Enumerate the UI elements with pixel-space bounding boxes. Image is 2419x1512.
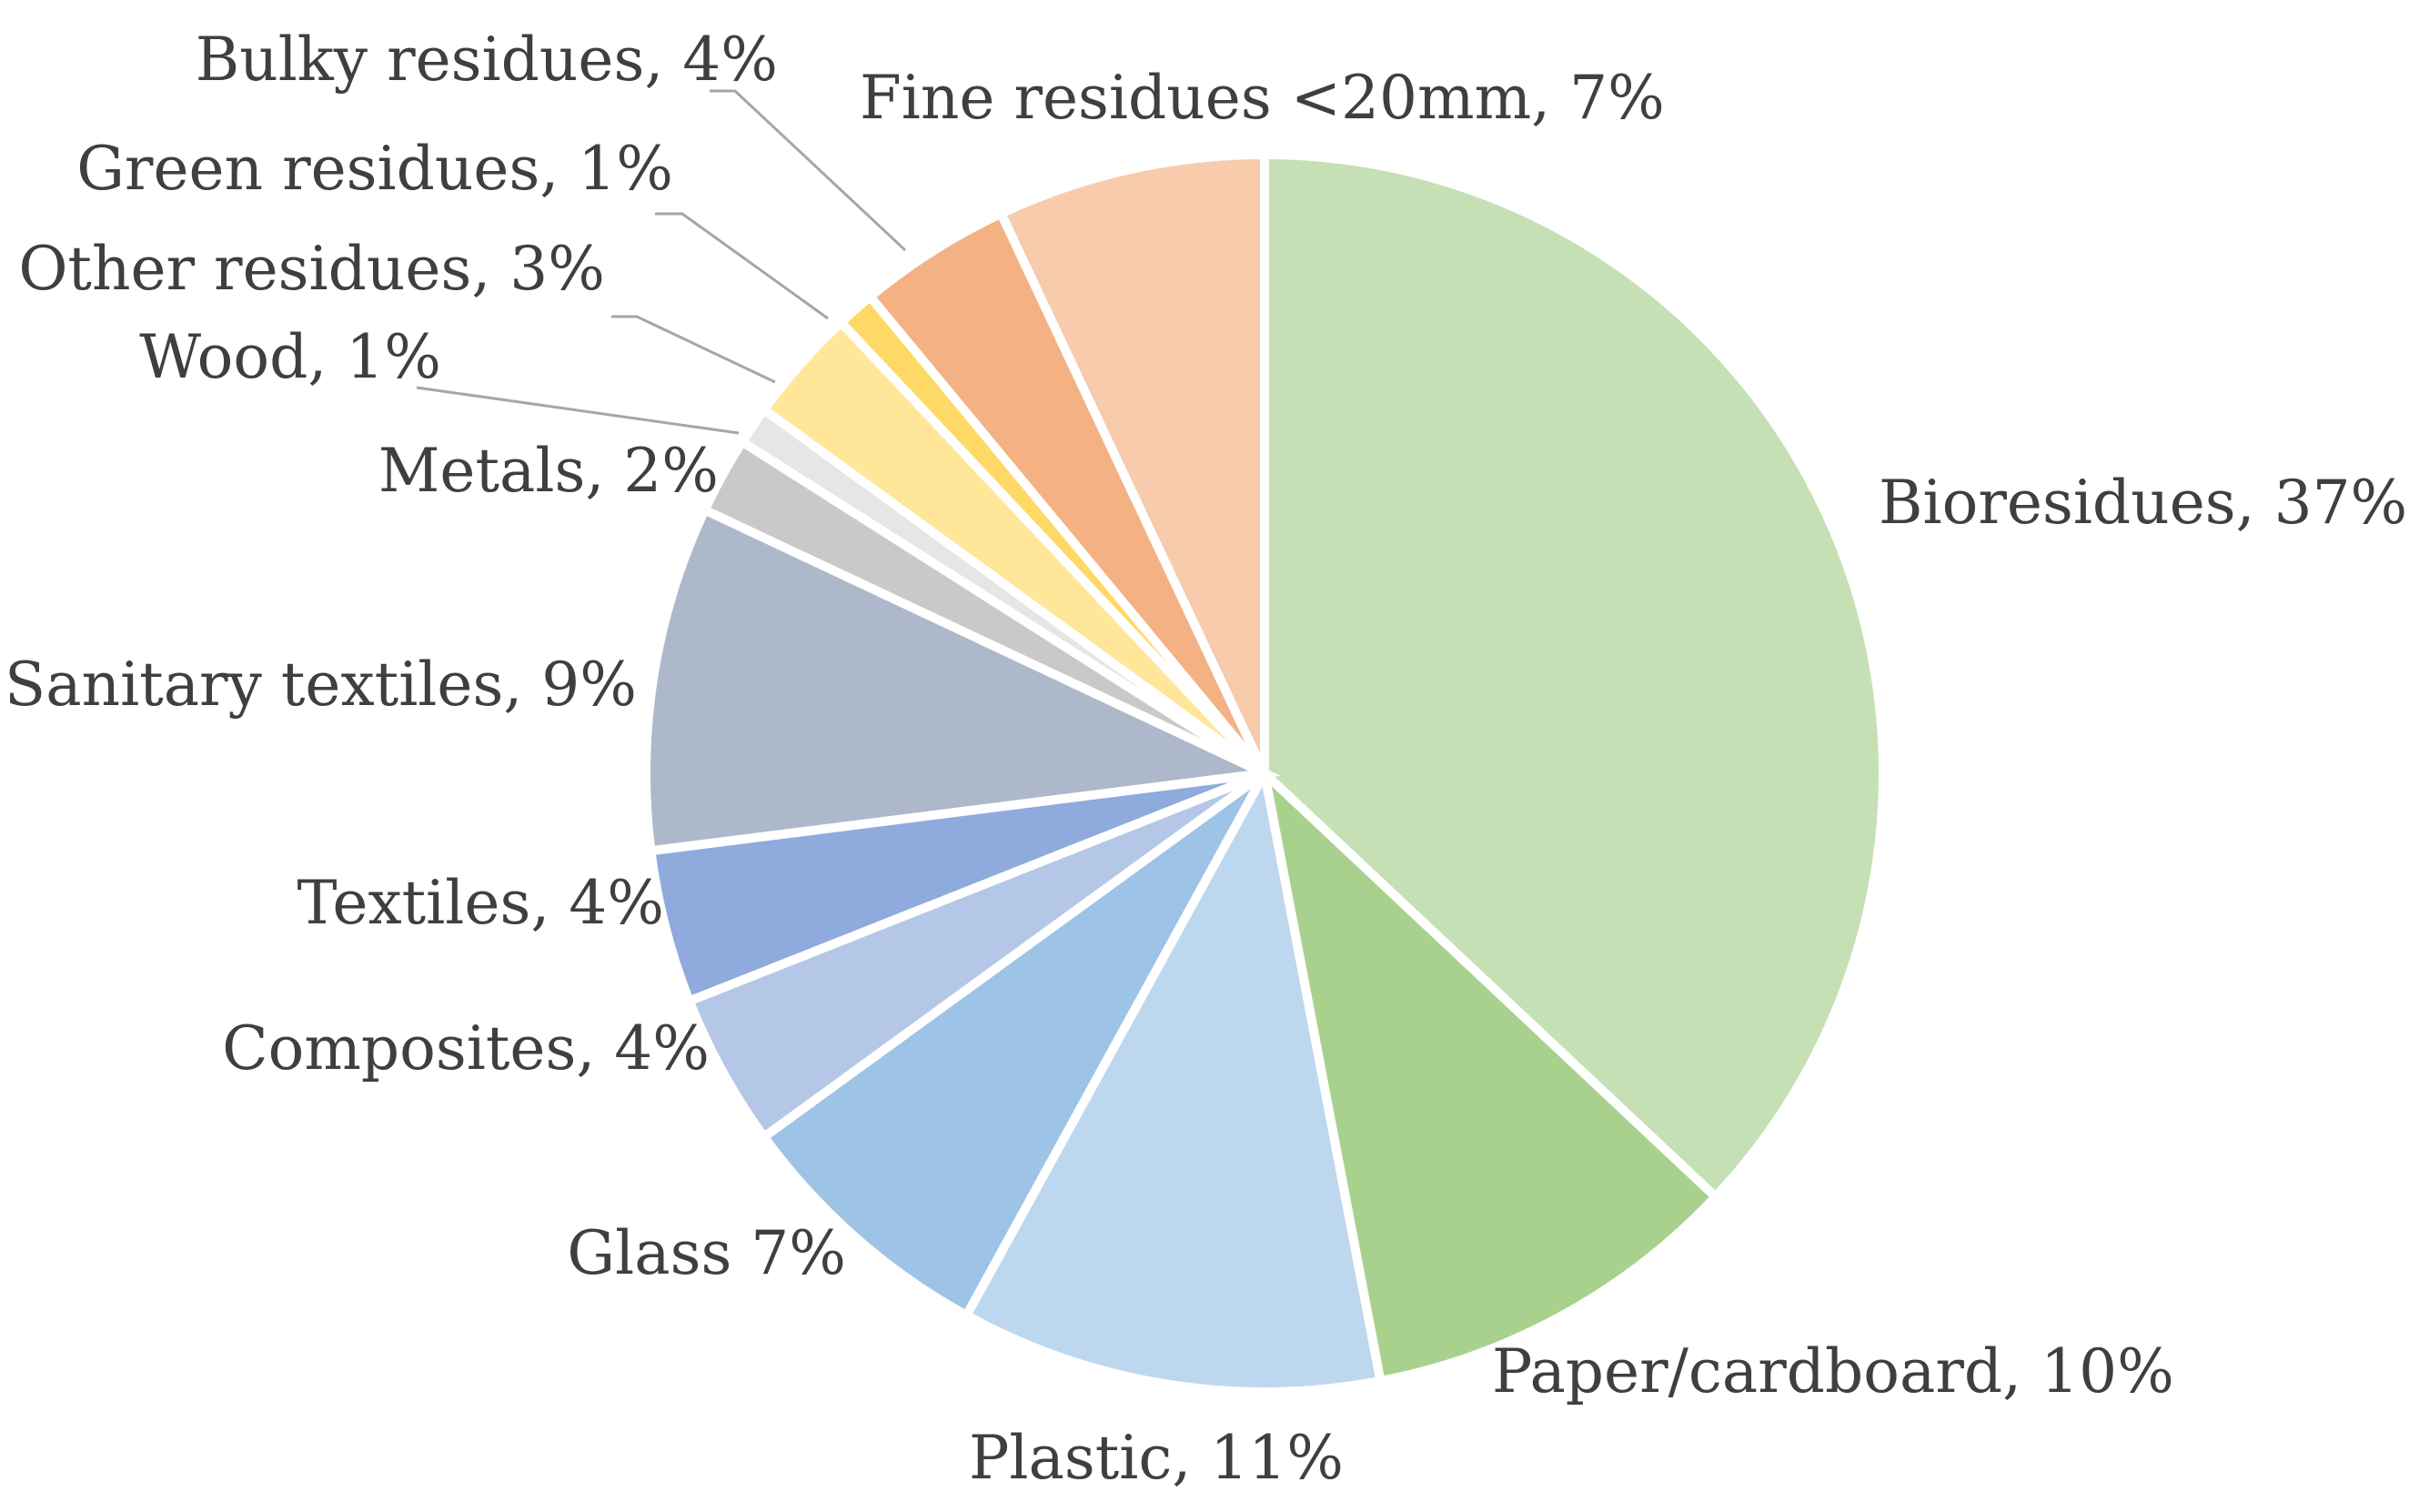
data-labels: Bioresidues, 37% Paper/cardboard, 10% Plas… [5, 25, 2407, 1493]
data-label-bulky-residues: Bulky residues, 4% [196, 25, 778, 95]
data-label-paper-cardboard: Paper/cardboard, 10% [1492, 1336, 2174, 1406]
leader-lines [416, 89, 907, 435]
data-label-wood: Wood, 1% [139, 322, 441, 392]
pie-slice-glass [757, 769, 1269, 1322]
data-label-composites: Composites, 4% [222, 1013, 710, 1084]
data-label-glass: Glass 7% [567, 1218, 846, 1288]
pie-slice-sanitary-textiles [641, 503, 1281, 856]
leader-line-other-residues [611, 315, 776, 384]
pie-slice-plastic [960, 760, 1386, 1397]
pie-slices [641, 149, 1888, 1397]
pie-slice-paper-cardboard [1257, 760, 1722, 1386]
data-label-green-residues: Green residues, 1% [76, 134, 673, 204]
data-label-sanitary-textiles: Sanitary textiles, 9% [5, 650, 637, 720]
pie-slice-bioresidues [1260, 149, 1888, 1204]
data-label-fine-residues-20mm: Fine residues <20mm, 7% [860, 63, 1665, 133]
data-label-plastic: Plastic, 11% [969, 1423, 1344, 1493]
data-label-other-residues: Other residues, 3% [18, 234, 605, 304]
leader-line-bulky-residues [710, 89, 907, 252]
data-label-metals: Metals, 2% [378, 436, 719, 506]
data-label-bioresidues: Bioresidues, 37% [1879, 468, 2407, 538]
leader-line-green-residues [655, 212, 829, 320]
leader-line-wood [416, 386, 740, 435]
data-label-textiles: Textiles, 4% [297, 868, 664, 938]
pie-slice-fine-residues-20mm [994, 149, 1269, 776]
